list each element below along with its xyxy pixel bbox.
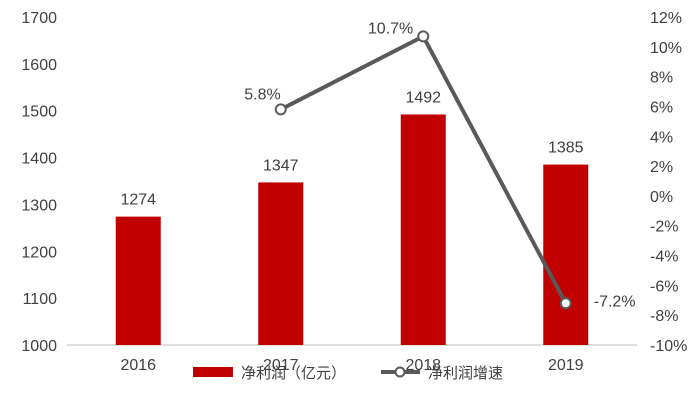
legend-line-marker-icon <box>394 366 406 378</box>
right-axis-tick-label: -2% <box>650 219 678 236</box>
left-axis-tick-label: 1700 <box>21 10 57 27</box>
left-axis-tick-label: 1200 <box>21 244 57 261</box>
left-axis-tick-label: 1500 <box>21 104 57 121</box>
bar-data-label: 1492 <box>405 89 441 106</box>
right-axis-ticks: -10% -8% -6% -4% -2% 0% 2% 4% 6% 8% 10% 12% <box>650 10 687 355</box>
bar <box>543 164 589 345</box>
line-data-label: 5.8% <box>244 86 280 103</box>
bar-data-label: 1274 <box>120 192 156 209</box>
bar <box>400 114 446 345</box>
right-axis-tick-label: 0% <box>650 189 673 206</box>
category-label: 2018 <box>405 357 441 374</box>
legend-bar-label: 净利润（亿元） <box>241 365 346 382</box>
right-axis-tick-label: 10% <box>650 40 682 57</box>
bar <box>115 216 161 345</box>
legend: 净利润（亿元） 净利润增速 <box>193 365 503 382</box>
bar-data-label: 1385 <box>548 140 584 157</box>
right-axis-tick-label: 12% <box>650 10 682 27</box>
right-axis-tick-label: 4% <box>650 129 673 146</box>
category-labels: 2016 2017 2018 2019 <box>120 357 583 374</box>
right-axis-tick-label: -10% <box>650 338 687 355</box>
line-point-marker <box>417 30 430 43</box>
legend-line-label: 净利润增速 <box>428 365 503 382</box>
bar-data-labels: 1274 1347 1492 1385 <box>120 89 583 208</box>
right-axis-tick-label: 6% <box>650 99 673 116</box>
category-label: 2017 <box>263 357 299 374</box>
line-point-marker <box>559 297 572 310</box>
left-axis-ticks: 1000 1100 1200 1300 1400 1500 1600 1700 <box>21 10 57 355</box>
category-label: 2016 <box>120 357 156 374</box>
right-axis-tick-label: 2% <box>650 159 673 176</box>
right-axis-tick-label: -4% <box>650 249 678 266</box>
bar-data-label: 1347 <box>263 157 299 174</box>
line-data-label: -7.2% <box>594 293 636 310</box>
right-axis-tick-label: 8% <box>650 70 673 87</box>
category-label: 2019 <box>548 357 584 374</box>
bar-series <box>115 114 589 345</box>
line-data-label: 10.7% <box>368 20 413 37</box>
left-axis-tick-label: 1300 <box>21 197 57 214</box>
bar <box>258 182 304 345</box>
left-axis-tick-label: 1000 <box>21 338 57 355</box>
line-point-marker <box>274 103 287 116</box>
left-axis-tick-label: 1400 <box>21 151 57 168</box>
right-axis-tick-label: -8% <box>650 308 678 325</box>
legend-bar-swatch <box>193 367 233 377</box>
right-axis-tick-label: -6% <box>650 278 678 295</box>
left-axis-tick-label: 1100 <box>23 291 58 308</box>
line-series: 5.8% 10.7% -7.2% <box>244 20 635 310</box>
left-axis-tick-label: 1600 <box>21 57 57 74</box>
